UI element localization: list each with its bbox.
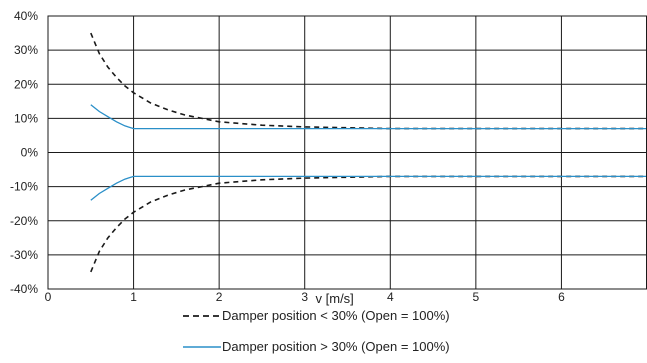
legend-label-0: Damper position < 30% (Open = 100%) [222,308,450,323]
series-0-line-upper [90,32,647,130]
x-tick-label: 5 [473,290,480,304]
x-axis-label: v [m/s] [316,291,354,306]
legend-label-1: Damper position > 30% (Open = 100%) [222,339,450,354]
y-tick-label: 40% [14,9,38,23]
x-tick-label: 6 [558,290,565,304]
grid-lines [48,15,647,290]
series-0-line-lower [90,175,647,273]
series-1-line-lower [90,175,647,201]
y-tick-label: 0% [21,146,39,160]
y-tick-label: -40% [10,282,38,296]
y-tick-label: 10% [14,111,38,125]
series-lines [90,32,647,273]
x-tick-label: 2 [216,290,223,304]
y-tick-label: -10% [10,180,38,194]
y-tick-label: -20% [10,214,38,228]
x-tick-label: 0 [45,290,52,304]
y-tick-label: -30% [10,248,38,262]
legend: Damper position < 30% (Open = 100%) Damp… [183,308,450,354]
x-tick-label: 1 [130,290,137,304]
y-tick-label: 20% [14,77,38,91]
tick-labels: 40% 30% 20% 10% 0% -10% -20% -30% -40% 0 1 2 3 4 5 6 [10,9,565,304]
series-1-line-upper [90,104,647,130]
x-tick-label: 4 [387,290,394,304]
x-tick-label: 3 [301,290,308,304]
y-tick-label: 30% [14,43,38,57]
